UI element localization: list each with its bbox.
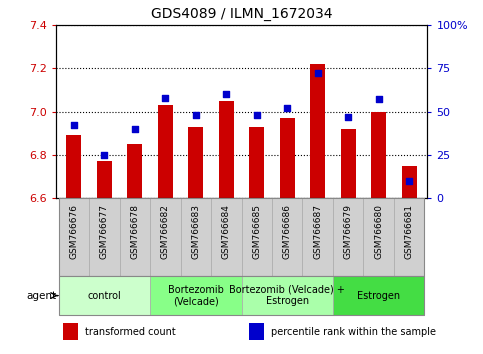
Bar	[394, 198, 425, 276]
Text: GSM766684: GSM766684	[222, 205, 231, 259]
Text: GSM766680: GSM766680	[374, 205, 383, 259]
Point	[222, 91, 230, 97]
Bar	[272, 198, 302, 276]
Point	[253, 112, 261, 118]
Bar	[280, 118, 295, 198]
Point	[284, 105, 291, 111]
Point	[192, 112, 199, 118]
Text: control: control	[87, 291, 121, 301]
Text: GSM766679: GSM766679	[344, 205, 353, 259]
Point	[405, 178, 413, 184]
Bar	[63, 323, 78, 341]
Bar	[58, 276, 150, 315]
Bar	[249, 127, 264, 198]
Text: GSM766681: GSM766681	[405, 205, 413, 259]
Text: Bortezomib (Velcade) +
Estrogen: Bortezomib (Velcade) + Estrogen	[229, 285, 345, 307]
Bar	[333, 276, 425, 315]
Bar	[333, 198, 363, 276]
Text: agent: agent	[26, 291, 56, 301]
Title: GDS4089 / ILMN_1672034: GDS4089 / ILMN_1672034	[151, 7, 332, 21]
Bar	[242, 276, 333, 315]
Text: transformed count: transformed count	[85, 327, 176, 337]
Bar	[249, 323, 264, 341]
Bar	[157, 105, 173, 198]
Bar	[188, 127, 203, 198]
Bar	[89, 198, 120, 276]
Bar	[401, 166, 417, 198]
Bar	[341, 129, 356, 198]
Bar	[219, 101, 234, 198]
Point	[161, 95, 169, 101]
Bar	[97, 161, 112, 198]
Text: Bortezomib
(Velcade): Bortezomib (Velcade)	[168, 285, 224, 307]
Text: GSM766683: GSM766683	[191, 205, 200, 259]
Bar	[181, 198, 211, 276]
Text: GSM766678: GSM766678	[130, 205, 139, 259]
Text: GSM766676: GSM766676	[70, 205, 78, 259]
Bar	[120, 198, 150, 276]
Bar	[150, 198, 181, 276]
Bar	[302, 198, 333, 276]
Bar	[211, 198, 242, 276]
Point	[375, 97, 383, 102]
Bar	[363, 198, 394, 276]
Text: GSM766682: GSM766682	[161, 205, 170, 259]
Bar	[58, 198, 89, 276]
Bar	[150, 276, 242, 315]
Text: GSM766685: GSM766685	[252, 205, 261, 259]
Bar	[310, 64, 326, 198]
Point	[344, 114, 352, 120]
Point	[100, 152, 108, 158]
Text: GSM766686: GSM766686	[283, 205, 292, 259]
Bar	[127, 144, 142, 198]
Text: percentile rank within the sample: percentile rank within the sample	[271, 327, 436, 337]
Point	[131, 126, 139, 132]
Text: GSM766677: GSM766677	[100, 205, 109, 259]
Bar	[66, 135, 82, 198]
Text: GSM766687: GSM766687	[313, 205, 322, 259]
Point	[70, 122, 78, 128]
Bar	[371, 112, 386, 198]
Bar	[242, 198, 272, 276]
Point	[314, 70, 322, 76]
Text: Estrogen: Estrogen	[357, 291, 400, 301]
